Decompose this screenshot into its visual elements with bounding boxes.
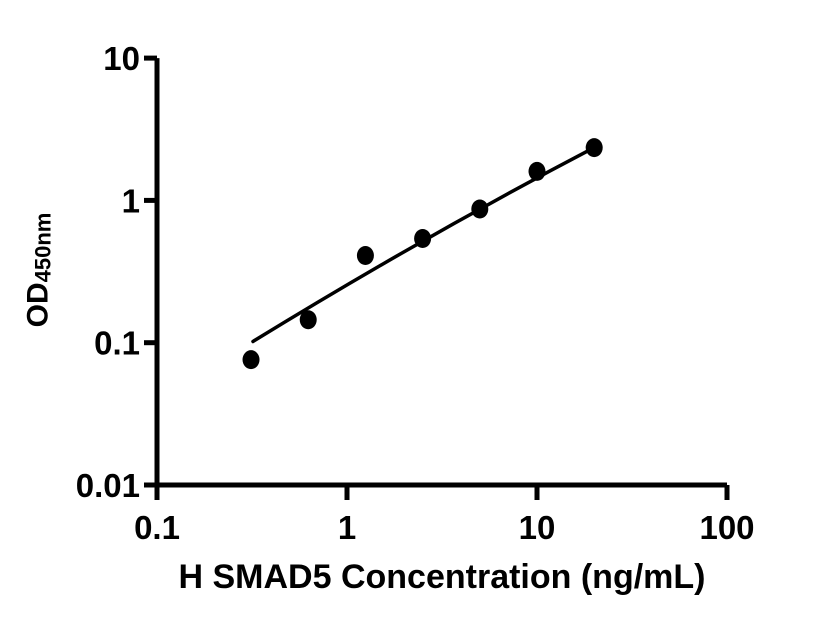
y-axis-title-subscript: 450nm <box>30 212 56 283</box>
x-tick-label: 100 <box>699 509 754 546</box>
x-tick-label: 0.1 <box>134 509 180 546</box>
data-point <box>585 138 603 158</box>
data-point <box>242 350 260 370</box>
data-point <box>356 246 374 266</box>
x-tick-label: 10 <box>519 509 556 546</box>
data-point <box>299 310 317 330</box>
y-axis-title: OD450nm <box>21 212 56 328</box>
y-tick-label: 0.1 <box>94 325 140 362</box>
y-tick-label: 1 <box>122 182 140 219</box>
y-tick-label: 0.01 <box>76 467 140 504</box>
y-axis-title-main: OD <box>21 282 55 328</box>
data-point <box>528 161 546 181</box>
data-point <box>471 199 489 219</box>
data-point <box>414 228 432 248</box>
axes-frame <box>154 58 727 488</box>
y-tick-label: 10 <box>103 40 140 77</box>
x-axis-title: H SMAD5 Concentration (ng/mL) <box>178 558 706 596</box>
x-tick-label: 1 <box>338 509 356 546</box>
